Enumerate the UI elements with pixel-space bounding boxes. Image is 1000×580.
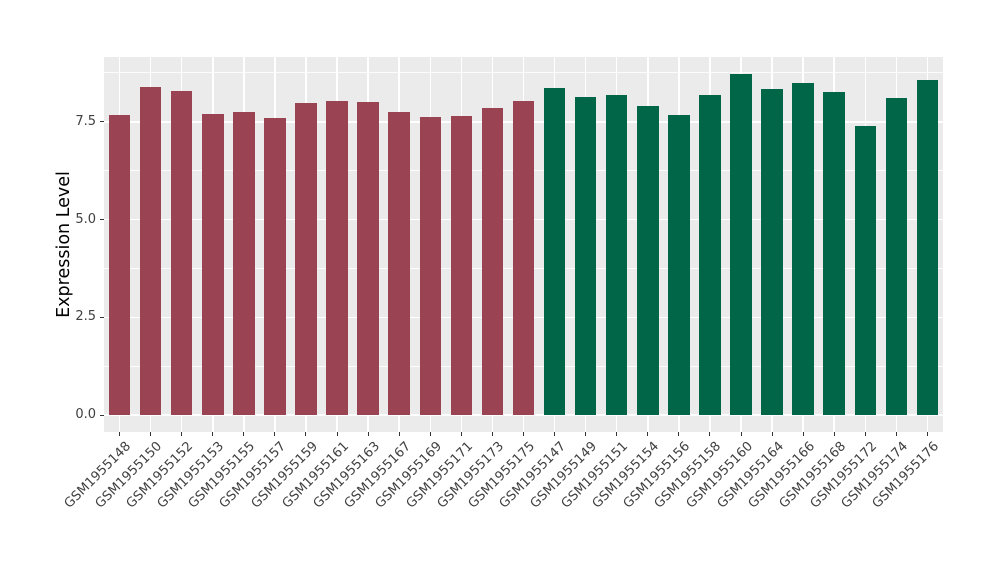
y-tick-mark <box>100 121 104 123</box>
x-tick-mark <box>585 432 587 436</box>
plot-panel <box>104 57 943 432</box>
bar-GSM1955176 <box>916 80 939 415</box>
bar-GSM1955173 <box>481 107 504 415</box>
y-tick-mark <box>100 316 104 318</box>
bar-GSM1955171 <box>450 115 473 415</box>
bar-GSM1955161 <box>326 101 348 415</box>
x-tick-mark <box>274 432 276 436</box>
bar-GSM1955157 <box>264 117 286 415</box>
x-tick-mark <box>305 432 307 436</box>
y-tick-mark <box>100 414 104 416</box>
bar-GSM1955158 <box>699 95 721 415</box>
x-tick-mark <box>802 432 804 436</box>
bar-GSM1955166 <box>792 83 814 415</box>
y-tick-label: 0.0 <box>75 407 96 422</box>
bar-GSM1955172 <box>854 126 877 415</box>
x-tick-mark <box>864 432 866 436</box>
x-tick-mark <box>460 432 462 436</box>
bar-GSM1955149 <box>574 96 597 415</box>
x-tick-mark <box>336 432 338 436</box>
x-tick-mark <box>523 432 524 436</box>
x-tick-mark <box>709 432 711 436</box>
x-tick-mark <box>367 432 369 436</box>
y-tick-label: 2.5 <box>75 309 96 325</box>
x-tick-mark <box>926 432 928 436</box>
bar-GSM1955150 <box>139 86 162 415</box>
x-tick-mark <box>398 432 400 436</box>
x-tick-mark <box>429 432 431 436</box>
x-tick-mark <box>181 432 183 436</box>
bar-GSM1955168 <box>823 91 845 415</box>
x-tick-mark <box>740 432 742 436</box>
x-tick-mark <box>212 432 214 436</box>
bar-GSM1955159 <box>295 102 317 415</box>
x-tick-mark <box>647 432 649 436</box>
bar-GSM1955175 <box>512 100 535 415</box>
x-tick-mark <box>771 432 773 436</box>
bar-GSM1955160 <box>730 74 752 415</box>
y-tick-mark <box>100 219 104 220</box>
x-tick-mark <box>150 432 152 436</box>
bar-GSM1955153 <box>202 114 224 415</box>
x-tick-mark <box>554 432 556 436</box>
x-tick-mark <box>616 432 618 436</box>
bar-GSM1955167 <box>388 111 410 415</box>
bar-GSM1955156 <box>668 115 690 415</box>
x-tick-mark <box>243 432 245 436</box>
bar-GSM1955169 <box>419 116 442 415</box>
bar-GSM1955148 <box>108 115 131 415</box>
bar-GSM1955154 <box>637 105 659 415</box>
y-tick-label: 5.0 <box>75 211 96 227</box>
x-tick-mark <box>678 432 680 436</box>
bar-GSM1955151 <box>605 95 628 415</box>
bar-GSM1955152 <box>170 90 193 415</box>
bar-GSM1955147 <box>543 87 566 415</box>
bar-GSM1955164 <box>761 88 783 415</box>
x-tick-mark <box>895 432 897 436</box>
x-tick-mark <box>119 432 121 436</box>
y-axis-title: Expression Level <box>54 171 74 318</box>
x-tick-mark <box>833 432 835 436</box>
bar-GSM1955163 <box>357 101 379 415</box>
bar-GSM1955155 <box>233 111 255 415</box>
x-tick-mark <box>491 432 493 436</box>
bar-GSM1955174 <box>885 97 908 415</box>
y-tick-label: 7.5 <box>75 113 96 129</box>
